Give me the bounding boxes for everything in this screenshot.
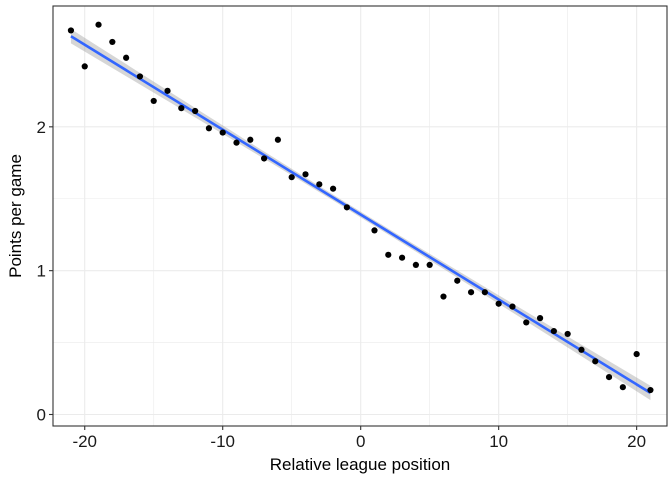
- data-point: [481, 289, 488, 296]
- data-point: [178, 105, 185, 112]
- data-point: [316, 181, 323, 188]
- data-point: [274, 136, 282, 143]
- data-point: [398, 254, 406, 261]
- data-point: [261, 155, 268, 162]
- data-point: [123, 54, 130, 61]
- data-point: [523, 319, 530, 326]
- y-axis-title: Points per game: [6, 154, 25, 278]
- data-point: [67, 27, 75, 34]
- data-point: [426, 261, 433, 269]
- data-point: [605, 373, 613, 381]
- data-point: [150, 97, 157, 105]
- data-point: [564, 330, 571, 338]
- x-tick-label: 0: [356, 432, 365, 451]
- data-point: [164, 87, 171, 94]
- x-tick-label: -20: [72, 432, 97, 451]
- panel-border: [52, 5, 668, 427]
- data-point: [302, 171, 309, 178]
- data-point: [136, 73, 144, 80]
- x-tick-label: 20: [627, 432, 646, 451]
- data-point: [329, 185, 337, 192]
- data-point: [233, 139, 240, 146]
- data-point: [343, 204, 350, 211]
- data-point: [536, 315, 544, 322]
- data-point: [247, 136, 254, 143]
- data-points: [67, 21, 654, 394]
- data-point: [495, 300, 502, 307]
- grid: [53, 6, 667, 426]
- data-point: [440, 293, 447, 300]
- data-point: [192, 107, 199, 115]
- data-point: [95, 21, 102, 28]
- data-point: [385, 251, 392, 258]
- data-point: [371, 227, 378, 234]
- data-point: [467, 289, 475, 296]
- data-point: [633, 350, 640, 358]
- data-point: [81, 63, 88, 70]
- data-point: [454, 277, 461, 284]
- data-point: [550, 327, 557, 335]
- data-point: [288, 174, 295, 181]
- data-point: [219, 129, 226, 136]
- data-point: [509, 303, 516, 310]
- data-point: [109, 38, 116, 46]
- y-tick-label: 2: [37, 118, 46, 137]
- axis-ticks: [49, 126, 638, 430]
- data-point: [412, 261, 419, 269]
- data-point: [205, 125, 213, 132]
- data-point: [619, 384, 626, 391]
- x-tick-label: 10: [489, 432, 508, 451]
- y-tick-label: 0: [37, 405, 46, 424]
- data-point: [578, 346, 585, 353]
- x-tick-label: -10: [210, 432, 235, 451]
- tick-labels: -20 -10 0 10 20 0 1 2: [37, 118, 647, 451]
- x-axis-title: Relative league position: [270, 455, 451, 474]
- y-tick-label: 1: [37, 262, 46, 281]
- data-point: [647, 386, 654, 394]
- data-point: [592, 358, 599, 365]
